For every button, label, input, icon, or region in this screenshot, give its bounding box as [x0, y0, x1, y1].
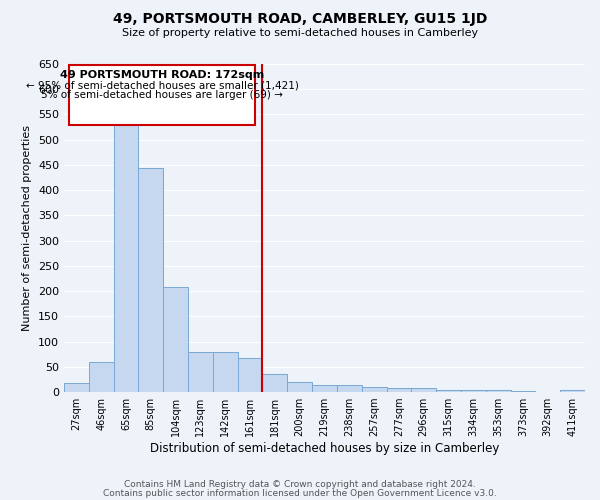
Bar — [188, 352, 213, 392]
Bar — [113, 120, 139, 392]
Bar — [337, 384, 362, 392]
Bar — [560, 390, 585, 392]
X-axis label: Distribution of semi-detached houses by size in Camberley: Distribution of semi-detached houses by … — [150, 442, 499, 455]
Y-axis label: Number of semi-detached properties: Number of semi-detached properties — [22, 125, 32, 331]
Bar — [362, 387, 386, 392]
Bar — [386, 388, 412, 392]
Bar — [238, 358, 262, 392]
Text: Size of property relative to semi-detached houses in Camberley: Size of property relative to semi-detach… — [122, 28, 478, 38]
Bar — [213, 352, 238, 392]
Text: Contains HM Land Registry data © Crown copyright and database right 2024.: Contains HM Land Registry data © Crown c… — [124, 480, 476, 489]
Bar — [312, 384, 337, 392]
Bar — [461, 390, 486, 392]
Text: 49 PORTSMOUTH ROAD: 172sqm: 49 PORTSMOUTH ROAD: 172sqm — [60, 70, 264, 80]
Bar — [139, 168, 163, 392]
Bar — [64, 383, 89, 392]
Bar — [89, 362, 113, 392]
Bar — [412, 388, 436, 392]
Bar — [163, 287, 188, 392]
Bar — [511, 390, 535, 392]
FancyBboxPatch shape — [69, 65, 255, 124]
Text: 49, PORTSMOUTH ROAD, CAMBERLEY, GU15 1JD: 49, PORTSMOUTH ROAD, CAMBERLEY, GU15 1JD — [113, 12, 487, 26]
Text: 5% of semi-detached houses are larger (69) →: 5% of semi-detached houses are larger (6… — [41, 90, 283, 100]
Text: Contains public sector information licensed under the Open Government Licence v3: Contains public sector information licen… — [103, 488, 497, 498]
Bar — [436, 390, 461, 392]
Bar — [287, 382, 312, 392]
Text: ← 95% of semi-detached houses are smaller (1,421): ← 95% of semi-detached houses are smalle… — [26, 80, 298, 90]
Bar — [262, 374, 287, 392]
Bar — [486, 390, 511, 392]
